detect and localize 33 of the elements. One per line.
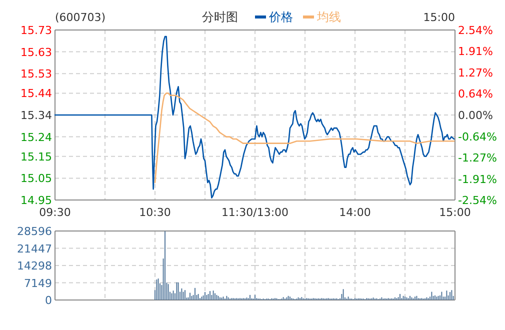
text: 1.91% <box>458 45 493 58</box>
y-tick-label: 15.44 <box>20 87 52 100</box>
y-tick-label: 21447 <box>17 242 52 256</box>
y-tick-label: 15.34 <box>20 109 52 122</box>
x-tick-label: 15:00 <box>439 206 471 219</box>
text: -1.91% <box>458 172 497 186</box>
text: (600703) <box>55 11 106 24</box>
y-tick-label: 28596 <box>17 225 52 238</box>
text: 0.00% <box>458 109 493 122</box>
y-tick-label: 7149 <box>24 276 52 290</box>
y-tick-label: 0 <box>45 294 52 307</box>
x-tick-label: 14:00 <box>339 206 371 219</box>
y-tick-label: 15.73 <box>20 24 52 37</box>
text: 2.54% <box>458 24 493 37</box>
text: 15:00 <box>423 11 455 24</box>
legend-label: 均线 <box>316 10 341 24</box>
text: 0.64% <box>458 88 493 101</box>
x-tick-label: 11:30/13:00 <box>221 206 289 219</box>
y-tick-label: 14.95 <box>20 194 52 207</box>
y-tick-label: 15.53 <box>20 68 52 81</box>
y-tick-label: 14298 <box>17 260 52 272</box>
text: -2.54% <box>458 194 497 207</box>
text: 1.27% <box>458 66 493 80</box>
y-tick-label: 15.15 <box>20 150 52 164</box>
y-tick-label: 15.24 <box>20 130 52 144</box>
y-tick-label: 15.05 <box>20 172 52 186</box>
legend-label: 价格 <box>268 10 293 24</box>
x-tick-label: 10:30 <box>139 206 171 219</box>
chart-title: 分时图 <box>202 10 238 24</box>
text: -1.27% <box>458 152 497 164</box>
y-tick-label: 15.63 <box>20 46 52 59</box>
x-tick-label: 09:30 <box>39 206 71 219</box>
text: -0.64% <box>458 130 497 144</box>
